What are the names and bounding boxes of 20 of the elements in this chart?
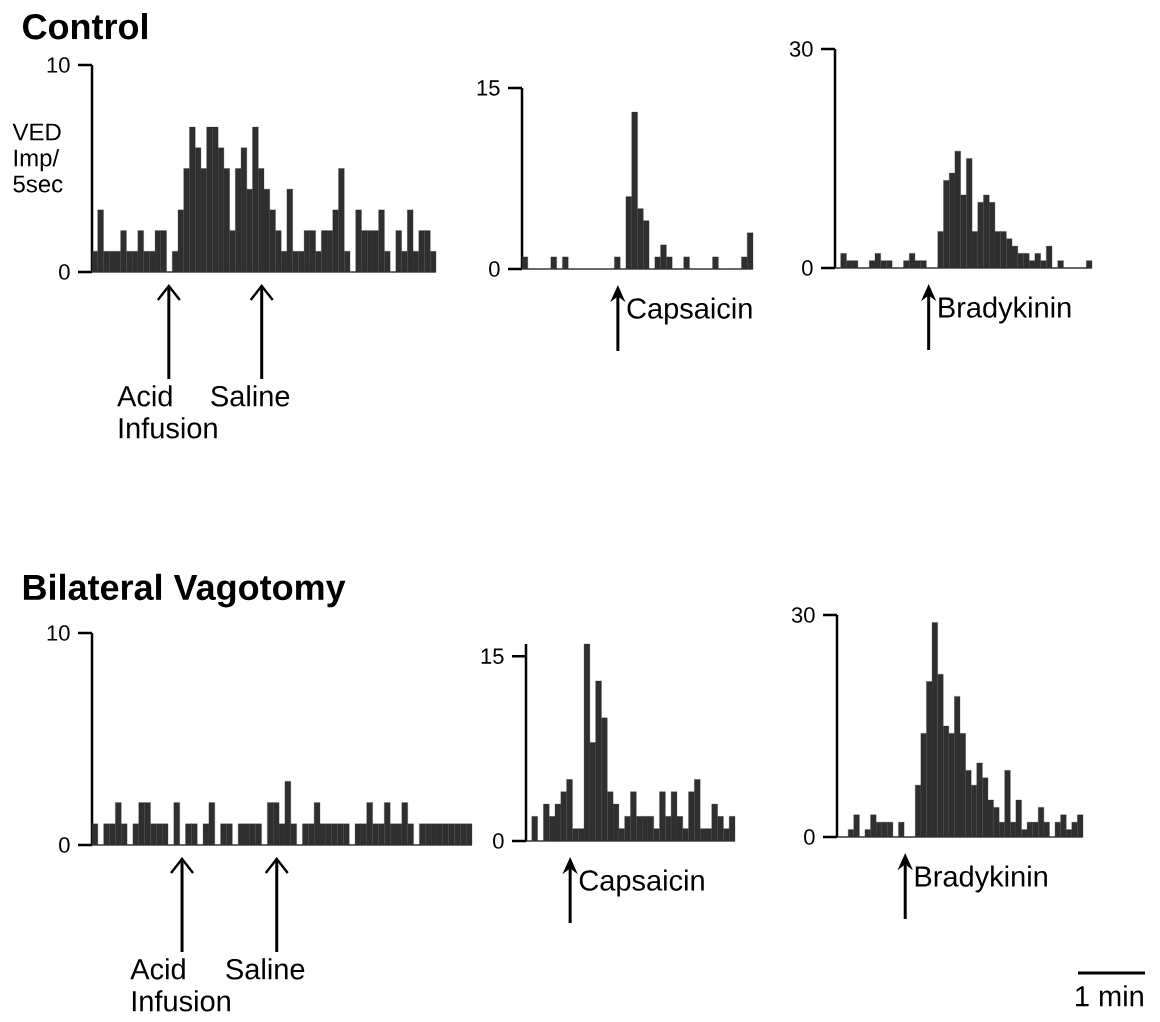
text: Capsaicin — [627, 297, 752, 325]
y-tick-label: 30 — [789, 41, 813, 57]
y-tick-label: 0 — [489, 261, 500, 277]
text: Bradykinin — [939, 296, 1071, 324]
y-tick-label: 10 — [47, 57, 70, 73]
y-tick-label: 0 — [59, 264, 70, 280]
y-tick-label: 15 — [481, 648, 504, 664]
y-tick-label: 15 — [477, 80, 500, 96]
y-tick-label: 10 — [47, 625, 70, 641]
chart-title: Control — [23, 13, 147, 40]
y-tick-label: 0 — [802, 260, 813, 276]
chart-title: Bilateral Vagotomy — [23, 573, 346, 608]
y-tick-label: 30 — [791, 607, 815, 623]
y-tick-label: 0 — [493, 833, 504, 849]
y-tick-label: 0 — [804, 829, 815, 845]
text: Bradykinin — [915, 865, 1047, 893]
text: Capsaicin — [579, 869, 704, 897]
y-axis-title: VED Imp/ 5sec — [12, 123, 63, 193]
text: 1 min — [1076, 985, 1143, 1007]
y-tick-label: 0 — [59, 837, 70, 853]
